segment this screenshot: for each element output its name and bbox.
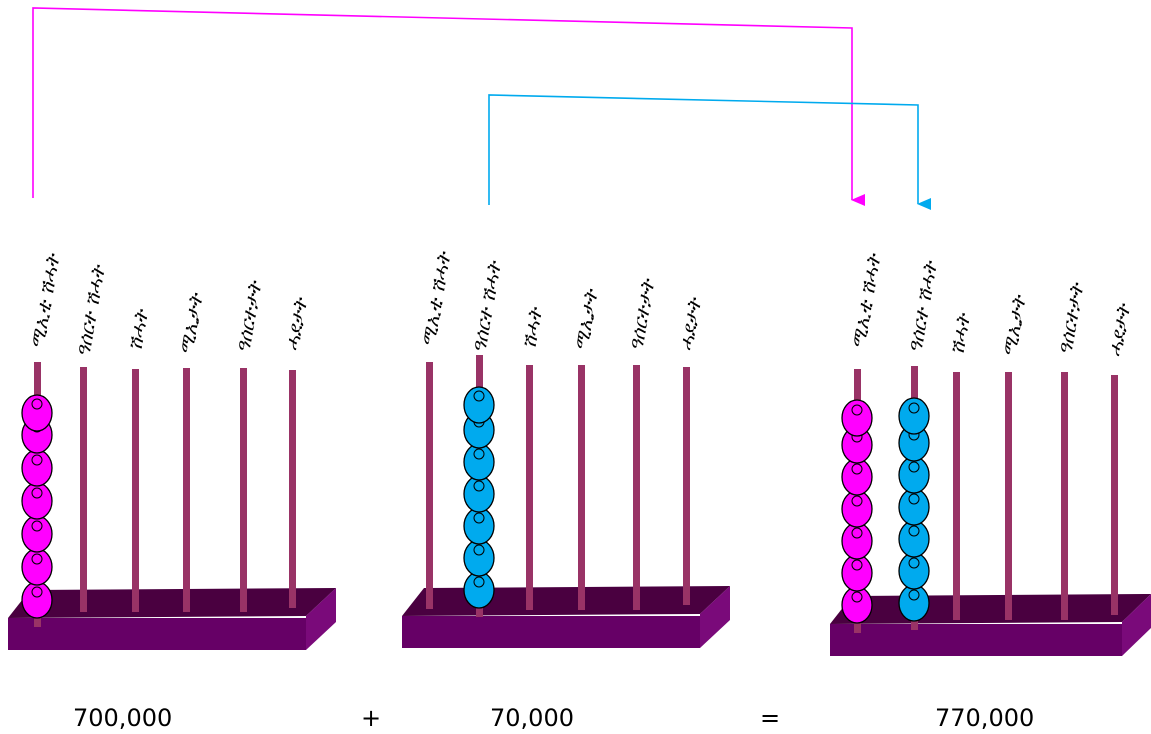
bead-stack — [898, 397, 930, 622]
bead — [463, 386, 495, 424]
rod — [683, 367, 690, 605]
rod-label-hundred-thousands: ሚኢቲ ሽሓት — [26, 251, 65, 351]
abacus-3: ሚኢቲ ሽሓት ዓሰርተ ሽሓት ሽሓት ሚኢታት ዓሰርተታት ሓደታት — [830, 251, 1151, 656]
equation-term-1: 700,000 — [73, 704, 173, 732]
rod-label-hundreds: ሚኢታት — [570, 286, 603, 353]
rod — [1061, 372, 1068, 620]
abacus-base — [402, 586, 730, 648]
rod — [953, 372, 960, 620]
rod-label-ten-thousands: ዓሰርተ ሽሓት — [468, 258, 506, 355]
connector-arrow-cyan — [488, 94, 931, 210]
rod-label-ones: ሓደታት — [675, 295, 706, 353]
rod-label-thousands: ሽሓት — [946, 310, 975, 356]
rod-label-tens: ዓሰርተታት — [232, 278, 267, 355]
abacus-1: ሚኢቲ ሽሓት ዓሰርተ ሽሓት ሽሓት ሚኢታት ዓሰርተታት ሓደታት — [8, 251, 336, 650]
rod-label-ones: ሓደታት — [1104, 301, 1135, 359]
rod-label-ten-thousands: ዓሰርተ ሽሓት — [904, 258, 942, 355]
equation-plus-sign: + — [361, 704, 382, 732]
rod — [289, 370, 296, 608]
rod-label-hundred-thousands: ሚኢቲ ሽሓት — [847, 251, 886, 351]
rod-label-tens: ዓሰርተታት — [1054, 280, 1089, 357]
rod-label-thousands: ሽሓት — [518, 304, 547, 350]
rod — [1005, 372, 1012, 620]
equation-result: 770,000 — [935, 704, 1035, 732]
rod — [526, 365, 533, 610]
rod — [578, 365, 585, 610]
equation-equals-sign: = — [760, 704, 781, 732]
rod — [1111, 375, 1118, 615]
abacus-base — [830, 594, 1151, 656]
rod-label-thousands: ሽሓት — [124, 306, 153, 352]
bead — [898, 397, 930, 435]
rod — [240, 368, 247, 612]
abacus-2: ሚኢቲ ሽሓት ዓሰርተ ሽሓት ሽሓት ሚኢታት ዓሰርተታት ሓደታት — [402, 249, 730, 648]
rod-label-ones: ሓደታት — [281, 295, 312, 353]
bead-stack — [463, 386, 495, 609]
rod-label-hundreds: ሚኢታት — [175, 290, 208, 357]
equation-term-2: 70,000 — [490, 704, 574, 732]
bead-stack — [21, 394, 53, 619]
rod-label-hundred-thousands: ሚኢቲ ሽሓት — [417, 249, 456, 349]
rod — [132, 369, 139, 612]
rod — [183, 368, 190, 612]
rod — [80, 367, 87, 612]
abacus-base — [8, 588, 336, 650]
rod — [633, 365, 640, 610]
bead — [841, 399, 873, 437]
rod-label-ten-thousands: ዓሰርተ ሽሓት — [72, 262, 110, 359]
rod-label-hundreds: ሚኢታት — [998, 292, 1031, 359]
bead — [21, 394, 53, 432]
rod-label-tens: ዓሰርተታት — [625, 276, 660, 353]
connector-arrow-magenta — [32, 7, 865, 206]
bead-stack — [841, 399, 873, 624]
rod — [426, 362, 433, 609]
